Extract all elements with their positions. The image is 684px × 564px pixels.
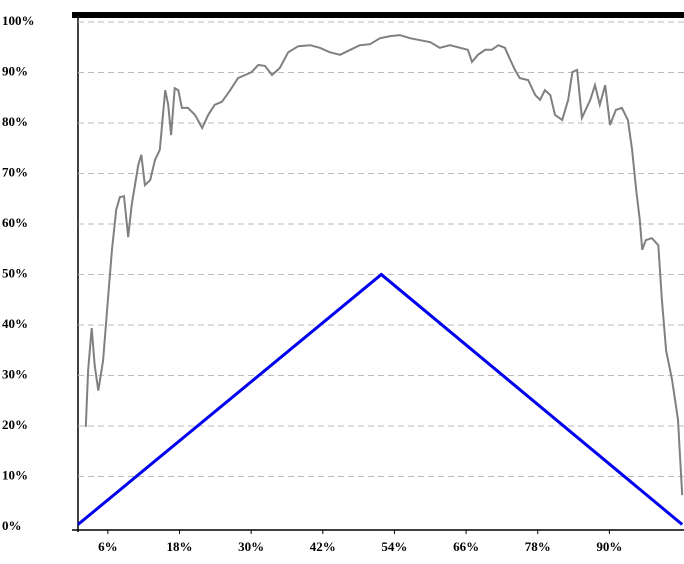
y-tick-label: 40% xyxy=(2,316,28,331)
x-tick-label: 18% xyxy=(166,539,192,554)
x-tick-label: 54% xyxy=(381,539,407,554)
series-line xyxy=(84,34,684,496)
y-tick-label: 90% xyxy=(2,63,28,78)
y-tick-label: 0% xyxy=(2,518,22,533)
y-tick-label: 50% xyxy=(2,265,28,280)
x-tick-label: 78% xyxy=(525,539,551,554)
y-tick-label: 100% xyxy=(2,13,35,28)
y-tick-label: 80% xyxy=(2,114,28,129)
y-tick-label: 20% xyxy=(2,417,28,432)
x-tick-label: 6% xyxy=(98,539,118,554)
y-tick-label: 60% xyxy=(2,215,28,230)
x-tick-label: 66% xyxy=(453,539,479,554)
y-tick-label: 10% xyxy=(2,467,28,482)
top-bar xyxy=(72,12,684,18)
x-tick-label: 30% xyxy=(238,539,264,554)
y-tick-label: 30% xyxy=(2,366,28,381)
y-tick-label: 70% xyxy=(2,164,28,179)
series-line xyxy=(77,272,684,526)
x-tick-label: 42% xyxy=(310,539,336,554)
x-tick-label: 90% xyxy=(596,539,622,554)
